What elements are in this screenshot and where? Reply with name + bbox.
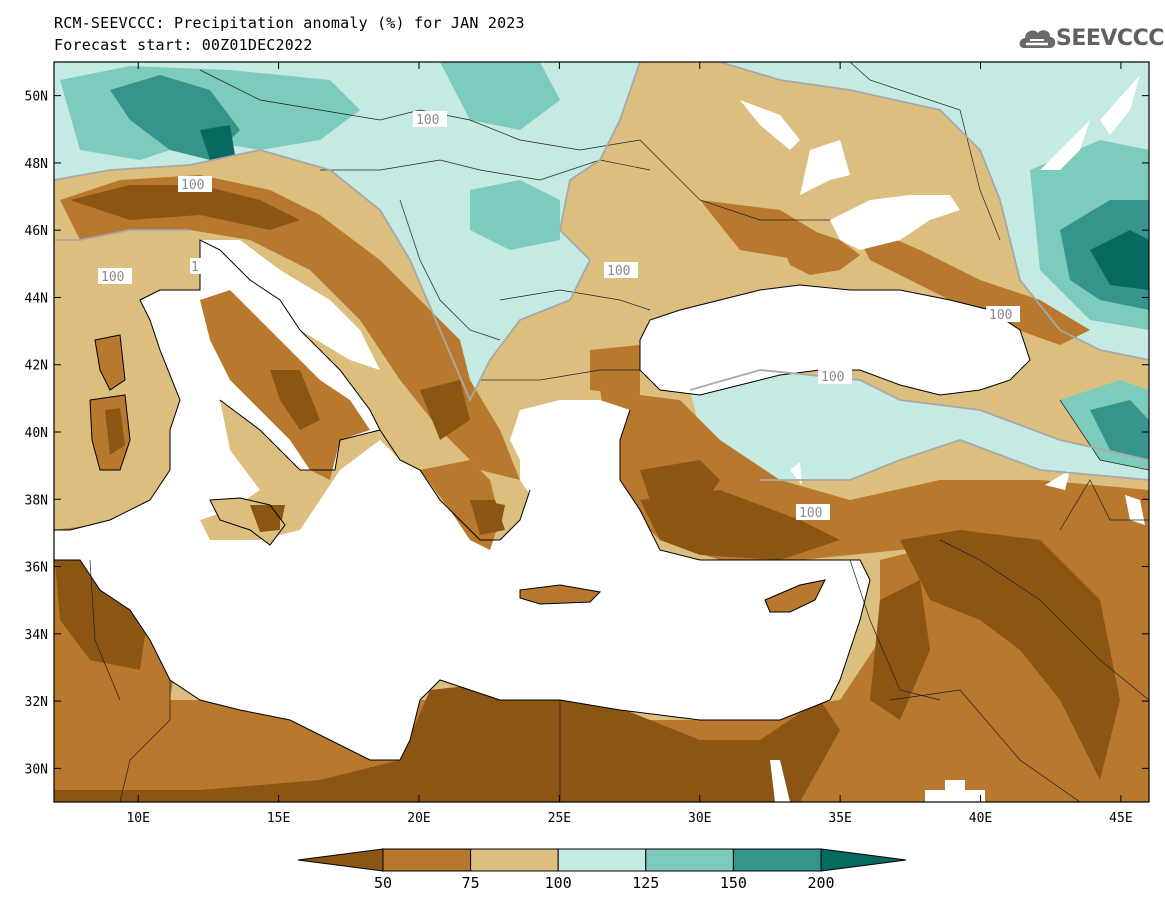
coastline [54, 239, 1031, 761]
lat-tick-label: 30N [25, 762, 48, 777]
lon-tick-label: 45E [1109, 811, 1132, 826]
colorbar: 50 75 100 125 150 200 [297, 848, 907, 892]
colorbar-segment [645, 848, 734, 872]
contour-label: 100 [821, 370, 844, 385]
colorbar-tick-label: 200 [807, 874, 834, 892]
colorbar-segment [470, 848, 559, 872]
colorbar-tick-label: 150 [720, 874, 747, 892]
colorbar-tick-label: 100 [545, 874, 572, 892]
cloud-icon [1019, 30, 1056, 48]
lat-tick-label: 38N [25, 493, 48, 508]
colorbar-segment [557, 848, 647, 872]
lat-tick-label: 40N [25, 426, 48, 441]
contour-label: 100 [989, 308, 1012, 323]
lat-tick-label: 46N [25, 224, 48, 239]
lat-tick-label: 44N [25, 291, 48, 306]
seevccc-logo: SEEVCCC [1018, 22, 1164, 56]
lat-tick-label: 50N [25, 90, 48, 105]
lon-tick-label: 15E [267, 811, 290, 826]
lon-tick-label: 20E [407, 811, 430, 826]
lat-tick-label: 36N [25, 561, 48, 576]
contour-label: 100 [416, 113, 439, 128]
colorbar-segment [820, 848, 907, 872]
lon-tick-label: 25E [548, 811, 571, 826]
contour-label: 100 [799, 506, 822, 521]
contour-label: 1 [191, 260, 199, 275]
logo-text: SEEVCCC [1056, 26, 1164, 51]
contour-label: 100 [181, 178, 204, 193]
anomaly-field [54, 62, 1149, 802]
lat-tick-label: 42N [25, 359, 48, 374]
lon-tick-label: 30E [688, 811, 711, 826]
colorbar-segment [732, 848, 822, 872]
lon-tick-label: 35E [828, 811, 851, 826]
colorbar-segment [382, 848, 472, 872]
longitude-axis: 10E 15E 20E 25E 30E 35E 40E 45E [126, 62, 1133, 826]
contour-label: 100 [607, 264, 630, 279]
lat-tick-label: 32N [25, 695, 48, 710]
colorbar-tick-label: 75 [462, 874, 480, 892]
colorbar-tick-label: 125 [632, 874, 659, 892]
lon-tick-label: 40E [969, 811, 992, 826]
contour-100 [54, 62, 1149, 481]
colorbar-tick-label: 50 [374, 874, 392, 892]
colorbar-segment [297, 848, 384, 872]
lat-tick-label: 48N [25, 157, 48, 172]
contour-label: 100 [101, 270, 124, 285]
chart-title: RCM-SEEVCCC: Precipitation anomaly (%) f… [54, 14, 525, 32]
lat-tick-label: 34N [25, 628, 48, 643]
lon-tick-label: 10E [126, 811, 149, 826]
chart-subtitle: Forecast start: 00Z01DEC2022 [54, 36, 313, 54]
country-borders [89, 62, 1149, 802]
latitude-axis: 50N 48N 46N 44N 42N 40N 38N 36N 34N 32N 30N [25, 90, 1149, 777]
contour-labels: 100 100 100 100 100 100 100 1 [98, 111, 1020, 521]
